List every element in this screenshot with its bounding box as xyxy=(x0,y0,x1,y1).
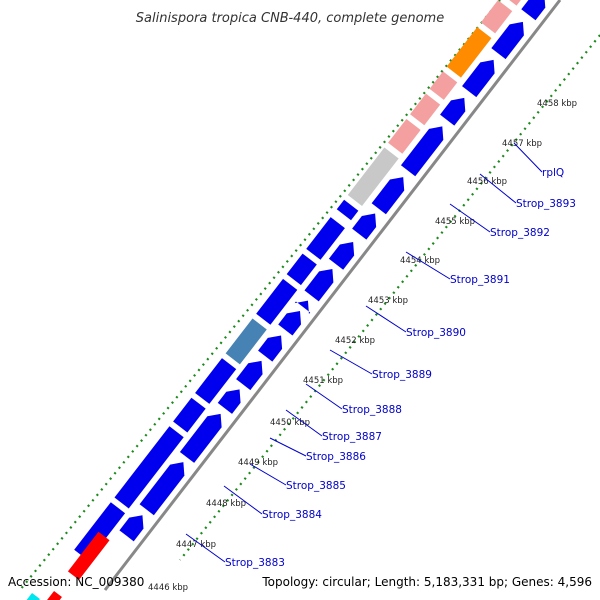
cds-feature[interactable] xyxy=(462,59,495,98)
gene-label[interactable]: Strop_3891 xyxy=(450,274,510,286)
kbp-tick-label: 4452 kbp xyxy=(335,336,375,346)
cds-feature[interactable] xyxy=(195,358,237,404)
cds-feature[interactable] xyxy=(446,27,492,78)
cds-feature[interactable] xyxy=(521,0,546,21)
cds-feature[interactable] xyxy=(258,335,283,362)
gene-label[interactable]: Strop_3887 xyxy=(322,431,382,443)
gene-labels: Strop_3883 Strop_3884 Strop_3885 Strop_3886… xyxy=(185,142,576,569)
cds-feature[interactable] xyxy=(278,310,302,336)
gene-label[interactable]: Strop_3893 xyxy=(516,198,576,210)
kbp-tick-label: 4453 kbp xyxy=(368,296,408,306)
gene-leader-line xyxy=(285,409,323,437)
rrna-feature[interactable] xyxy=(67,531,110,580)
gene-leader-line xyxy=(513,142,543,173)
gene-leader-line xyxy=(269,437,307,457)
gene-leader-line xyxy=(305,383,343,410)
cds-feature[interactable] xyxy=(139,462,185,516)
kbp-ticks: 4446 kbp 4447 kbp 4448 kbp 4449 kbp 4450 kbp… xyxy=(148,99,577,593)
cds-feature[interactable] xyxy=(114,426,184,509)
gene-label[interactable]: Strop_3885 xyxy=(286,480,346,492)
outer-dotted-ruler xyxy=(19,0,501,591)
gene-label[interactable]: Strop_3888 xyxy=(342,404,402,416)
gene-features xyxy=(22,0,546,600)
cds-feature[interactable] xyxy=(491,21,524,60)
gene-leader-line xyxy=(185,533,226,563)
gene-leader-line xyxy=(449,203,491,233)
cds-feature[interactable] xyxy=(480,0,513,34)
cds-feature[interactable] xyxy=(256,278,298,325)
kbp-tick-label: 4448 kbp xyxy=(206,499,246,509)
cds-feature[interactable] xyxy=(236,360,263,391)
backbone-line xyxy=(103,0,562,591)
cds-feature[interactable] xyxy=(388,118,421,154)
gene-leader-line xyxy=(405,251,451,280)
cds-feature[interactable] xyxy=(294,300,311,315)
cds-feature[interactable] xyxy=(400,126,444,177)
cds-feature[interactable] xyxy=(286,253,317,286)
kbp-tick-label: 4457 kbp xyxy=(502,139,542,149)
map-title: Salinispora tropica CNB-440, complete ge… xyxy=(136,11,444,26)
cds-feature[interactable] xyxy=(119,515,144,542)
kbp-tick-label: 4451 kbp xyxy=(303,376,343,386)
cds-feature[interactable] xyxy=(502,0,532,6)
cds-feature[interactable] xyxy=(74,502,126,561)
rrna-feature[interactable] xyxy=(42,590,62,600)
cds-feature[interactable] xyxy=(304,268,334,302)
gene-label[interactable]: Strop_3883 xyxy=(225,557,285,569)
kbp-tick-label: 4450 kbp xyxy=(270,418,310,428)
cds-feature[interactable] xyxy=(429,71,458,100)
cds-feature[interactable] xyxy=(328,242,355,270)
genome-summary-text: Topology: circular; Length: 5,183,331 bp… xyxy=(261,575,592,589)
kbp-tick-label: 4458 kbp xyxy=(537,99,577,109)
cds-feature[interactable] xyxy=(371,177,405,215)
kbp-tick-label: 4446 kbp xyxy=(148,583,188,593)
gene-label[interactable]: rplQ xyxy=(542,167,564,179)
accession-text: Accession: NC_009380 xyxy=(8,575,144,589)
cds-feature[interactable] xyxy=(336,199,359,221)
kbp-tick-label: 4456 kbp xyxy=(467,177,507,187)
gene-label[interactable]: Strop_3892 xyxy=(490,227,550,239)
kbp-tick-label: 4449 kbp xyxy=(238,458,278,468)
cds-feature[interactable] xyxy=(347,147,399,206)
trna-feature[interactable] xyxy=(22,592,40,600)
cds-feature[interactable] xyxy=(217,389,241,414)
cds-feature[interactable] xyxy=(352,213,377,240)
kbp-tick-label: 4455 kbp xyxy=(435,217,475,227)
kbp-tick-label: 4447 kbp xyxy=(176,540,216,550)
gene-label[interactable]: Strop_3884 xyxy=(262,509,322,521)
gene-leader-line xyxy=(249,463,287,486)
gene-label[interactable]: Strop_3890 xyxy=(406,327,466,339)
gene-leader-line xyxy=(365,305,407,333)
gene-label[interactable]: Strop_3889 xyxy=(372,369,432,381)
cds-feature[interactable] xyxy=(306,217,345,260)
gene-label[interactable]: Strop_3886 xyxy=(306,451,366,463)
gene-leader-line xyxy=(479,173,517,204)
cds-feature[interactable] xyxy=(179,413,222,463)
cds-feature[interactable] xyxy=(440,97,466,126)
gene-leader-line xyxy=(329,349,373,375)
cds-feature[interactable] xyxy=(410,93,441,126)
gene-leader-line xyxy=(223,485,263,515)
cds-feature[interactable] xyxy=(173,397,206,433)
inner-dotted-ruler xyxy=(179,34,600,561)
cds-feature[interactable] xyxy=(225,318,267,365)
